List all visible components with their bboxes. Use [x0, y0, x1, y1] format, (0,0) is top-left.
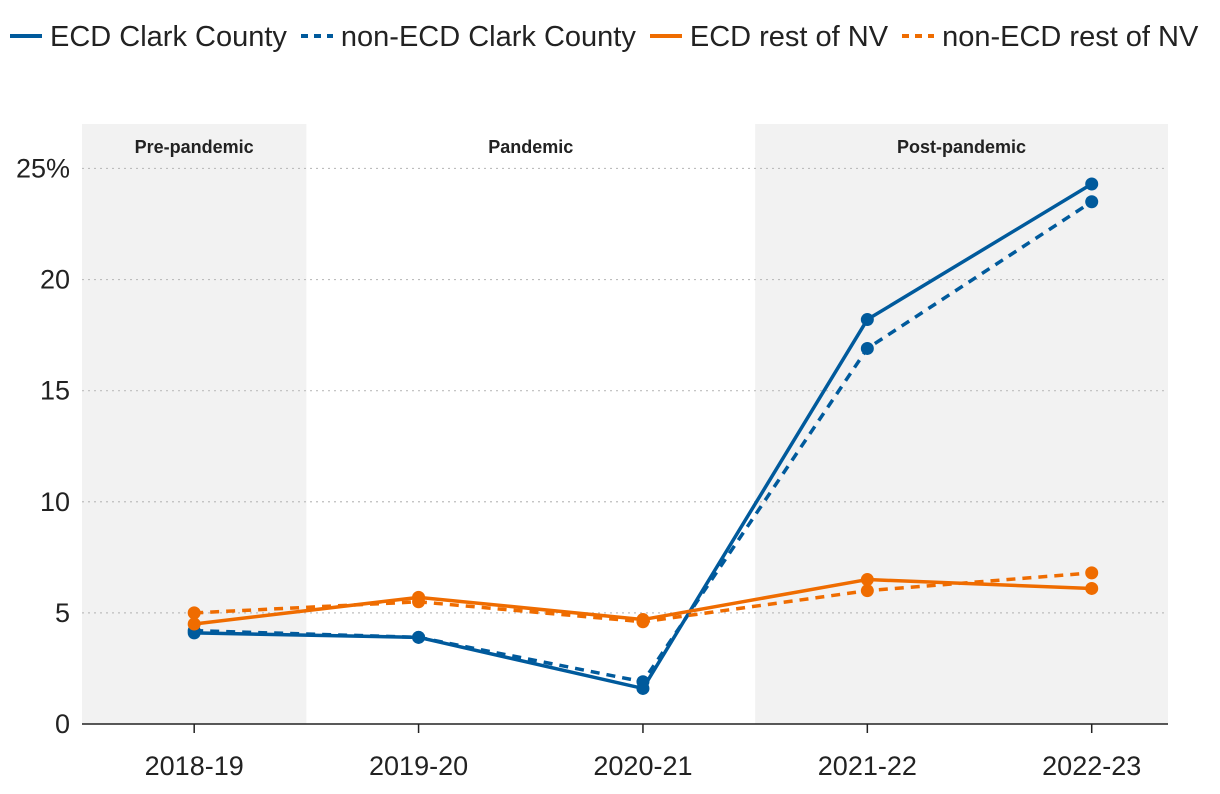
x-tick-label: 2021-22 — [818, 751, 917, 781]
series-point-1 — [412, 630, 426, 644]
period-label: Post-pandemic — [897, 137, 1026, 157]
legend-swatch — [10, 34, 42, 39]
series-point-2 — [1085, 581, 1099, 595]
series-point-3 — [860, 584, 874, 598]
y-tick-label: 5 — [55, 598, 70, 628]
series-point-2 — [860, 573, 874, 587]
legend-swatch — [902, 34, 935, 39]
x-tick-label: 2019-20 — [369, 751, 468, 781]
legend: ECD Clark County non-ECD Clark County ECD … — [10, 14, 1215, 61]
period-label: Pre-pandemic — [135, 137, 254, 157]
legend-item: non-ECD rest of NV — [902, 14, 1198, 61]
series-point-0 — [1085, 177, 1099, 191]
period-label: Pandemic — [488, 137, 573, 157]
period-band — [755, 124, 1168, 724]
legend-label: ECD rest of NV — [689, 21, 889, 53]
series-point-3 — [1085, 566, 1099, 580]
y-tick-label: 10 — [40, 487, 70, 517]
legend-swatch — [300, 34, 333, 39]
x-tick-label: 2020-21 — [593, 751, 692, 781]
x-tick-label: 2022-23 — [1042, 751, 1141, 781]
series-point-3 — [412, 595, 426, 609]
series-point-1 — [860, 341, 874, 355]
x-tick-label: 2018-19 — [145, 751, 244, 781]
y-tick-label: 25% — [16, 153, 70, 183]
legend-label: non-ECD Clark County — [340, 21, 636, 53]
legend-item: ECD Clark County — [10, 14, 287, 61]
legend-item: non-ECD Clark County — [300, 14, 636, 61]
legend-swatch — [649, 34, 682, 39]
series-point-0 — [860, 313, 874, 327]
legend-label: non-ECD rest of NV — [942, 21, 1199, 53]
y-tick-label: 0 — [55, 709, 70, 739]
series-point-2 — [187, 617, 201, 631]
legend-item: ECD rest of NV — [649, 14, 889, 61]
y-tick-label: 15 — [40, 376, 70, 406]
series-point-1 — [636, 675, 650, 689]
series-point-3 — [187, 606, 201, 620]
legend-label: ECD Clark County — [50, 21, 287, 53]
series-point-3 — [636, 615, 650, 629]
y-tick-label: 20 — [40, 265, 70, 295]
series-point-1 — [1085, 195, 1099, 209]
